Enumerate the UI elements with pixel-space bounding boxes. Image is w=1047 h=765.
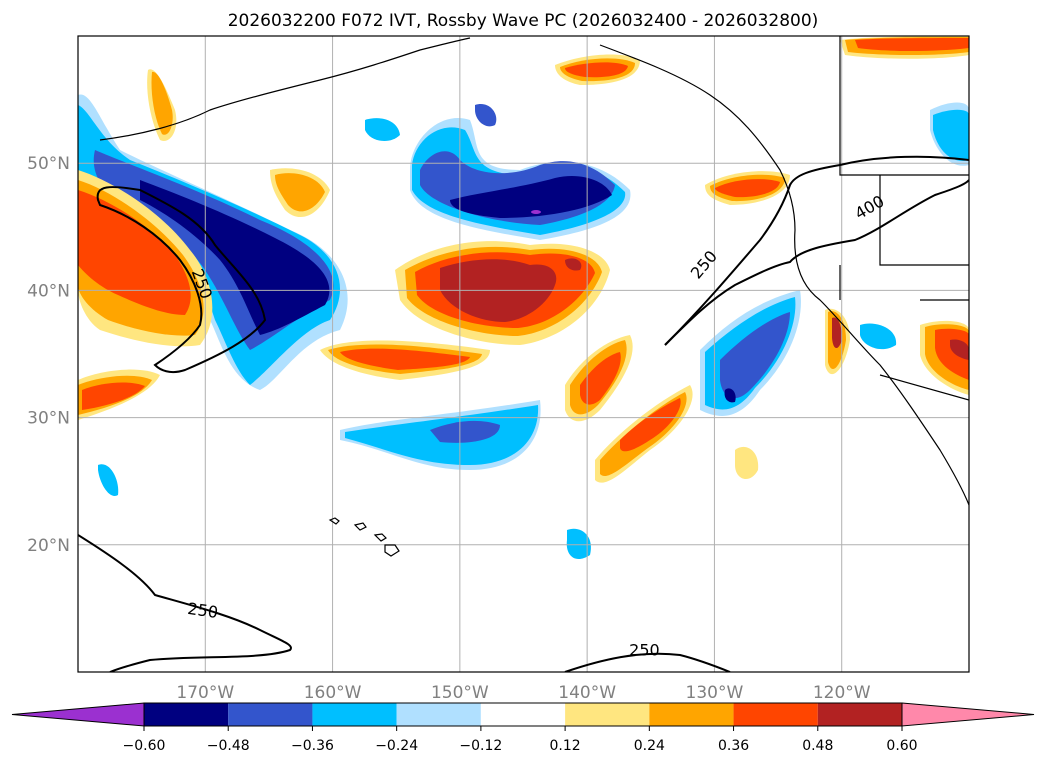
colorbar-segment-6: [649, 703, 734, 726]
gridlines: [78, 36, 969, 672]
lat-tick-label-0: 50°N: [27, 154, 70, 174]
lon-tick-label-2: 150°W: [431, 683, 489, 703]
colorbar-extend-high: [901, 702, 1035, 727]
colorbar-segment-1: [228, 703, 313, 726]
colorbar-segment-2: [312, 703, 397, 726]
colorbar-tick-label-2: −0.36: [291, 738, 334, 754]
colorbar-tick-label-1: −0.48: [207, 738, 250, 754]
shading-navy: [140, 175, 736, 403]
lon-tick-label-4: 130°W: [686, 683, 744, 703]
coastlines: [99, 36, 969, 557]
lat-tick-label-2: 30°N: [27, 409, 70, 429]
lat-tick-label-3: 20°N: [27, 536, 70, 556]
colorbar-outline: [143, 702, 903, 727]
lon-tick-label-5: 120°W: [813, 683, 871, 703]
lon-tick-label-0: 170°W: [176, 683, 234, 703]
colorbar-segments: [11, 702, 1035, 727]
colorbar-tick-label-0: −0.60: [123, 738, 166, 754]
colorbar-segment-7: [733, 703, 818, 726]
colorbar-tick-label-8: 0.48: [802, 738, 833, 754]
colorbar: −0.60 −0.48 −0.36 −0.24 −0.12 0.12 0.24 0.36 0.4…: [11, 702, 1035, 754]
longitude-tick-labels: 170°W 160°W 150°W 140°W 130°W 120°W: [176, 683, 870, 703]
colorbar-segment-0: [144, 703, 229, 726]
colorbar-segment-4: [480, 703, 566, 726]
colorbar-tick-label-9: 0.60: [886, 738, 917, 754]
colorbar-tick-label-6: 0.24: [634, 738, 665, 754]
contour-label-3: 250: [186, 599, 219, 622]
colorbar-tick-label-3: −0.24: [375, 738, 418, 754]
colorbar-segment-5: [565, 703, 650, 726]
lon-tick-label-1: 160°W: [304, 683, 362, 703]
ivt-contours: [78, 155, 969, 672]
colorbar-segment-8: [817, 703, 902, 726]
lon-tick-label-3: 140°W: [558, 683, 616, 703]
ivt-anomaly-shading: [78, 36, 969, 560]
colorbar-ticks: −0.60 −0.48 −0.36 −0.24 −0.12 0.12 0.24 0.36 0.4…: [123, 726, 918, 754]
lat-tick-label-1: 40°N: [27, 281, 70, 301]
colorbar-segment-3: [396, 703, 481, 726]
colorbar-extend-low: [11, 702, 145, 727]
colorbar-tick-label-7: 0.36: [718, 738, 749, 754]
contour-label-4: 250: [629, 640, 660, 659]
colorbar-tick-label-4: −0.12: [459, 738, 502, 754]
figure-title: 2026032200 F072 IVT, Rossby Wave PC (202…: [228, 11, 819, 31]
latitude-tick-labels: 50°N 40°N 30°N 20°N: [27, 154, 70, 556]
map-frame: [77, 35, 970, 673]
shading-purple: [531, 210, 541, 214]
colorbar-tick-label-5: 0.12: [550, 738, 581, 754]
